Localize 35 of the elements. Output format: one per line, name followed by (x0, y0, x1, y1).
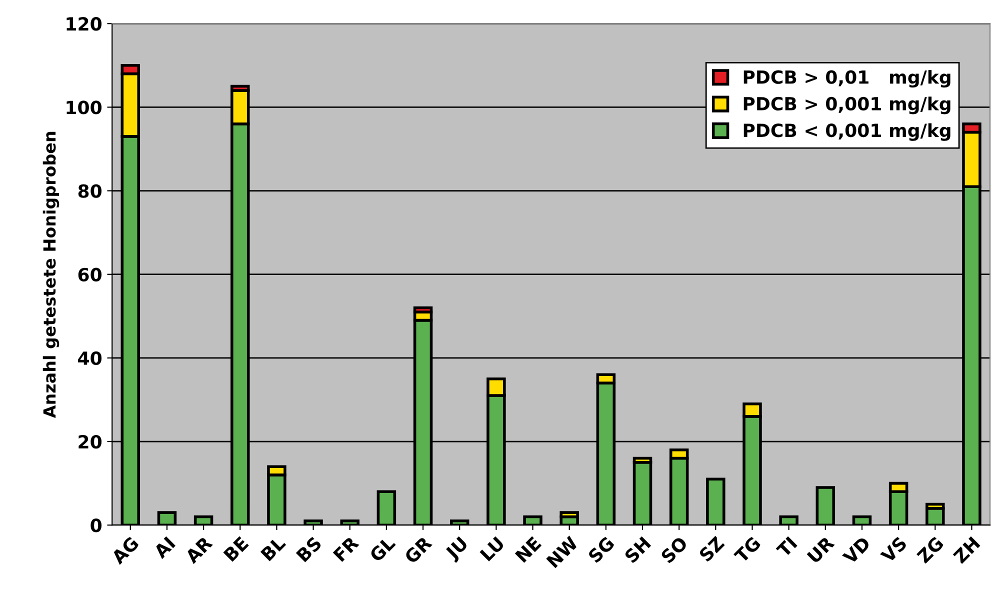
x-tick-label: TG (733, 536, 762, 564)
x-tick-label: BL (260, 536, 286, 562)
x-tick-label: GL (368, 535, 396, 563)
y-tick-label: 100 (66, 100, 102, 114)
x-tick-label: SO (660, 536, 688, 564)
x-tick-label: SZ (698, 536, 725, 562)
y-tick-label: 80 (78, 184, 102, 198)
x-tick-label: JU (444, 536, 471, 563)
legend-label: PDCB > 0,001 mg/kg (744, 96, 950, 114)
legend-label: PDCB > 0,01 mg/kg (744, 70, 950, 88)
x-tick-label: BE (223, 536, 249, 562)
x-tick-label: VD (842, 536, 872, 565)
legend-label: PDCB < 0,001 mg/kg (744, 123, 950, 141)
x-tick-label: AR (184, 535, 213, 564)
x-tick-label: UR (806, 535, 836, 564)
x-tick-label: SG (587, 536, 615, 564)
x-tick-label: TI (776, 536, 798, 558)
x-tick-label: SH (624, 536, 652, 564)
x-tick-label: AI (152, 536, 176, 560)
x-tick-label: BS (296, 536, 322, 562)
x-tick-label: AG (110, 536, 140, 566)
y-tick-label: 20 (78, 434, 102, 449)
x-tick-label: GR (404, 535, 433, 564)
x-tick-label: LU (480, 536, 505, 562)
x-tick-label: VS (880, 536, 908, 564)
x-tick-label: NE (514, 536, 542, 563)
y-tick-label: 60 (78, 268, 102, 282)
x-tick-label: ZH (952, 536, 980, 564)
y-tick-label: 0 (90, 518, 102, 532)
y-tick-label: 120 (66, 17, 102, 31)
y-axis-title: Anzahl getestete Honigproben (42, 132, 60, 418)
x-tick-label: NW (546, 536, 579, 568)
x-tick-label: ZG (916, 536, 944, 564)
x-tick-label: FR (332, 535, 360, 562)
y-tick-label: 40 (78, 351, 102, 366)
